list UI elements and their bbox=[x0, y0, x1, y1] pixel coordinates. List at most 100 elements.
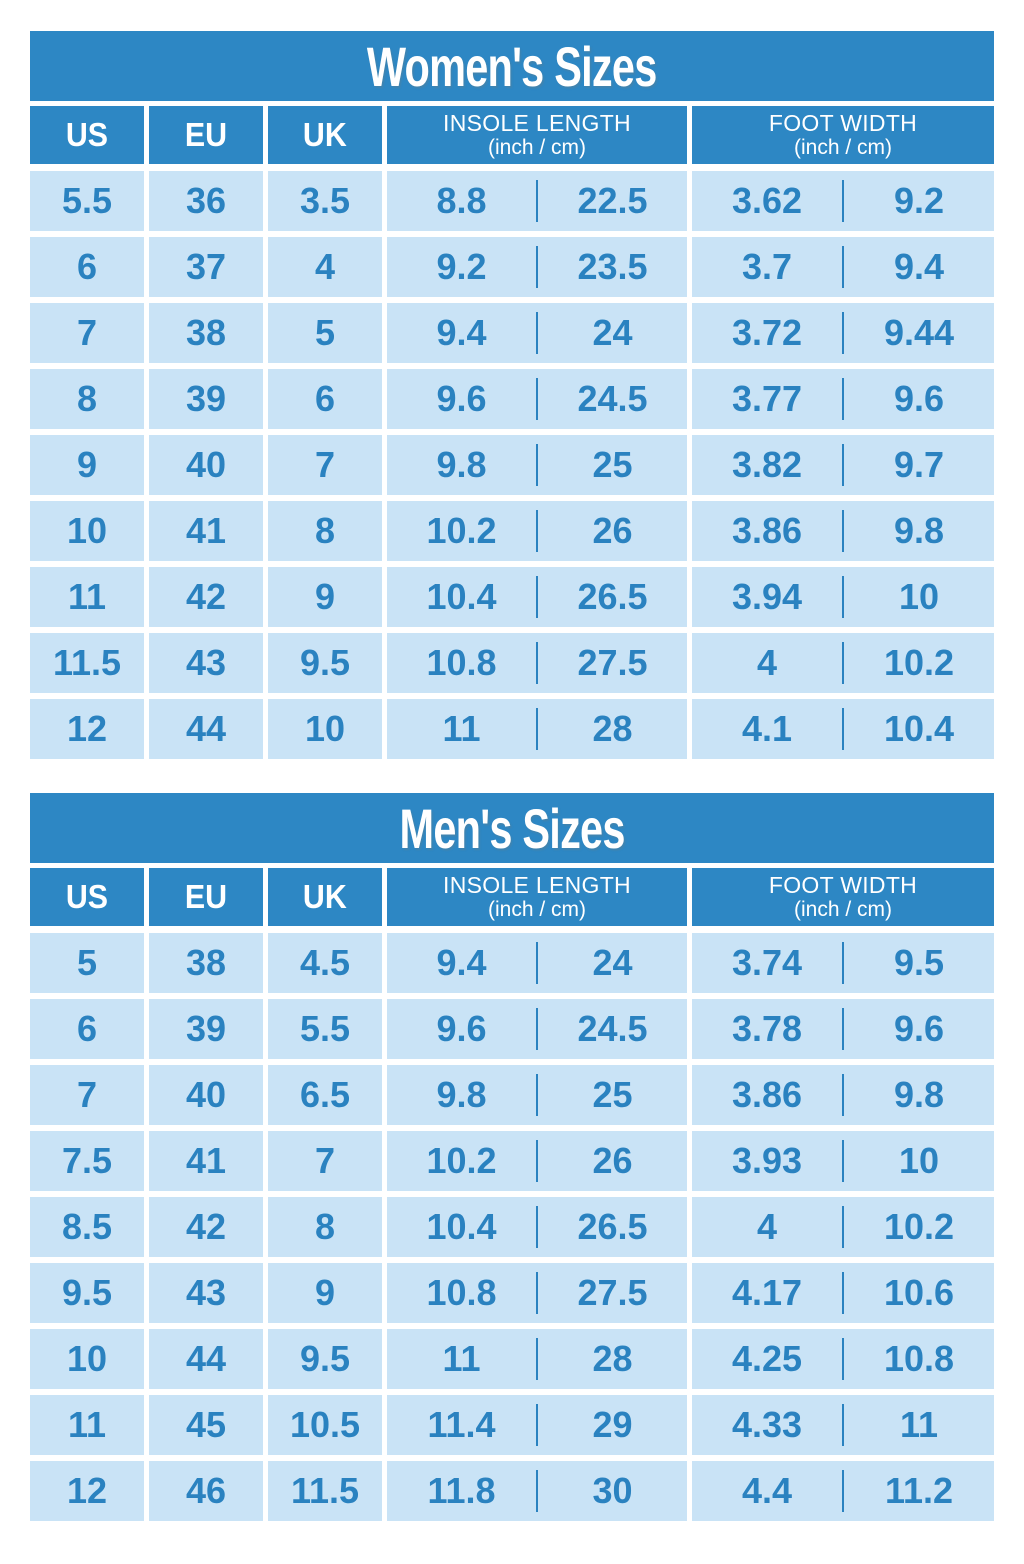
womens-sizes-table: Women's Sizes US EU UK INSOLE LENGTH (in… bbox=[30, 31, 994, 759]
uk-size-cell: 9.5 bbox=[268, 1329, 382, 1389]
value-inch: 3.72 bbox=[731, 312, 803, 353]
value-inch: 10.8 bbox=[426, 1272, 497, 1313]
insole-length-cell: 8.8 22.5 bbox=[387, 171, 687, 231]
us-size-cell: 5.5 bbox=[30, 171, 144, 231]
cell-divider bbox=[536, 942, 538, 984]
table-row: 7.5 41 7 10.2 26 3.93 10 bbox=[30, 1131, 994, 1191]
eu-size-cell: 39 bbox=[149, 369, 263, 429]
foot-width-cell: 3.94 10 bbox=[692, 567, 994, 627]
value-inch: 4.33 bbox=[731, 1404, 803, 1445]
us-size-cell: 6 bbox=[30, 237, 144, 297]
uk-size-cell: 5.5 bbox=[268, 999, 382, 1059]
value-inch: 4.17 bbox=[731, 1272, 803, 1313]
value-inch: 3.74 bbox=[731, 942, 803, 983]
uk-size-cell: 6.5 bbox=[268, 1065, 382, 1125]
cell-divider bbox=[842, 444, 844, 486]
value-cm: 10.4 bbox=[883, 708, 955, 749]
us-size-cell: 12 bbox=[30, 699, 144, 759]
us-size-cell: 11 bbox=[30, 1395, 144, 1455]
table-title: Men's Sizes bbox=[399, 796, 625, 860]
value-cm: 10.8 bbox=[883, 1338, 955, 1379]
table-row: 7 38 5 9.4 24 3.72 9.44 bbox=[30, 303, 994, 363]
insole-length-cell: 11 28 bbox=[387, 1329, 687, 1389]
foot-width-cell: 3.78 9.6 bbox=[692, 999, 994, 1059]
cell-divider bbox=[842, 642, 844, 684]
column-header-uk: UK bbox=[268, 106, 382, 164]
cell-divider bbox=[842, 1140, 844, 1182]
cell-divider bbox=[842, 1404, 844, 1446]
table-row: 10 44 9.5 11 28 4.25 10.8 bbox=[30, 1329, 994, 1389]
column-header-us: US bbox=[30, 868, 144, 926]
foot-width-cell: 4.17 10.6 bbox=[692, 1263, 994, 1323]
us-size-cell: 10 bbox=[30, 1329, 144, 1389]
cell-divider bbox=[536, 642, 538, 684]
value-cm: 9.4 bbox=[893, 246, 945, 287]
value-cm: 28 bbox=[592, 708, 633, 749]
value-inch: 3.78 bbox=[731, 1008, 803, 1049]
uk-size-cell: 10 bbox=[268, 699, 382, 759]
insole-length-cell: 11.8 30 bbox=[387, 1461, 687, 1521]
table-row: 12 46 11.5 11.8 30 4.4 11.2 bbox=[30, 1461, 994, 1521]
cell-divider bbox=[842, 378, 844, 420]
table-title: Women's Sizes bbox=[367, 34, 657, 98]
value-cm: 9.6 bbox=[893, 378, 945, 419]
cell-divider bbox=[536, 180, 538, 222]
insole-length-cell: 9.2 23.5 bbox=[387, 237, 687, 297]
insole-length-label: INSOLE LENGTH bbox=[443, 109, 631, 136]
column-header-uk-label: UK bbox=[303, 116, 347, 154]
mens-table-body: 5 38 4.5 9.4 24 3.74 9.5 6 39 5.5 9.6 24.5 3.78 9.6 7 4… bbox=[30, 933, 994, 1521]
table-row: 11.5 43 9.5 10.8 27.5 4 10.2 bbox=[30, 633, 994, 693]
uk-size-cell: 7 bbox=[268, 1131, 382, 1191]
table-row: 12 44 10 11 28 4.1 10.4 bbox=[30, 699, 994, 759]
value-inch: 10.2 bbox=[426, 510, 497, 551]
cell-divider bbox=[842, 576, 844, 618]
value-inch: 10.8 bbox=[426, 642, 497, 683]
insole-length-cell: 9.8 25 bbox=[387, 435, 687, 495]
us-size-cell: 7 bbox=[30, 1065, 144, 1125]
cell-divider bbox=[842, 246, 844, 288]
value-cm: 9.44 bbox=[883, 312, 955, 353]
foot-width-cell: 3.82 9.7 bbox=[692, 435, 994, 495]
cell-divider bbox=[536, 1206, 538, 1248]
value-inch: 11 bbox=[442, 1338, 481, 1379]
insole-length-cell: 10.2 26 bbox=[387, 501, 687, 561]
insole-length-cell: 9.8 25 bbox=[387, 1065, 687, 1125]
value-inch: 8.8 bbox=[436, 180, 487, 221]
eu-size-cell: 39 bbox=[149, 999, 263, 1059]
eu-size-cell: 43 bbox=[149, 1263, 263, 1323]
value-inch: 4.1 bbox=[741, 708, 793, 749]
value-inch: 9.4 bbox=[436, 942, 487, 983]
uk-size-cell: 8 bbox=[268, 1197, 382, 1257]
table-row: 8 39 6 9.6 24.5 3.77 9.6 bbox=[30, 369, 994, 429]
value-inch: 3.86 bbox=[731, 1074, 803, 1115]
insole-length-cell: 10.8 27.5 bbox=[387, 633, 687, 693]
value-inch: 4.25 bbox=[731, 1338, 803, 1379]
cell-divider bbox=[536, 576, 538, 618]
value-cm: 10 bbox=[898, 1140, 940, 1181]
column-header-uk-label: UK bbox=[303, 878, 347, 916]
cell-divider bbox=[536, 378, 538, 420]
insole-length-cell: 9.4 24 bbox=[387, 933, 687, 993]
table-row: 11 42 9 10.4 26.5 3.94 10 bbox=[30, 567, 994, 627]
value-cm: 26.5 bbox=[577, 576, 648, 617]
value-cm: 24.5 bbox=[577, 378, 648, 419]
cell-divider bbox=[842, 1470, 844, 1512]
value-cm: 11.2 bbox=[884, 1470, 954, 1511]
value-inch: 4 bbox=[756, 1206, 778, 1247]
insole-length-cell: 10.8 27.5 bbox=[387, 1263, 687, 1323]
value-cm: 9.5 bbox=[893, 942, 945, 983]
us-size-cell: 8 bbox=[30, 369, 144, 429]
us-size-cell: 7.5 bbox=[30, 1131, 144, 1191]
womens-table-title-bar: Women's Sizes bbox=[30, 31, 994, 101]
value-inch: 3.82 bbox=[731, 444, 803, 485]
insole-length-cell: 9.4 24 bbox=[387, 303, 687, 363]
uk-size-cell: 10.5 bbox=[268, 1395, 382, 1455]
foot-width-cell: 3.93 10 bbox=[692, 1131, 994, 1191]
us-size-cell: 9.5 bbox=[30, 1263, 144, 1323]
eu-size-cell: 36 bbox=[149, 171, 263, 231]
value-cm: 24 bbox=[592, 942, 633, 983]
value-cm: 26 bbox=[592, 1140, 633, 1181]
value-inch: 9.8 bbox=[436, 1074, 487, 1115]
column-header-eu-label: EU bbox=[184, 116, 228, 154]
cell-divider bbox=[536, 1008, 538, 1050]
